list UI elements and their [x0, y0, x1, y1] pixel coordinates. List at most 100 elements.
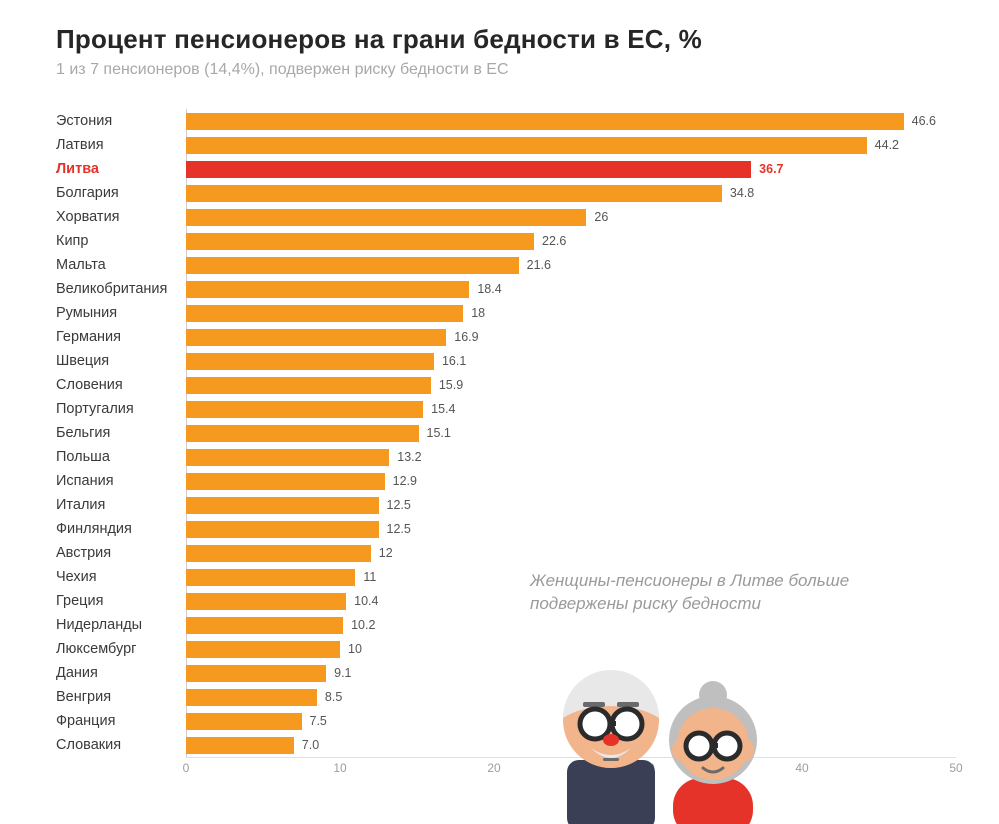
- bar: [186, 521, 379, 538]
- value-label: 22.6: [542, 234, 566, 248]
- bar: [186, 161, 751, 178]
- couple-icon: [545, 640, 765, 824]
- bar-row: Швеция16.1: [186, 349, 956, 373]
- country-label: Румыния: [56, 305, 178, 321]
- value-label: 15.9: [439, 378, 463, 392]
- country-label: Словения: [56, 377, 178, 393]
- bar: [186, 185, 722, 202]
- value-label: 26: [594, 210, 608, 224]
- bar: [186, 497, 379, 514]
- chart: Эстония46.6Латвия44.2Литва36.7Болгария34…: [56, 109, 975, 783]
- value-label: 9.1: [334, 666, 351, 680]
- country-label: Чехия: [56, 569, 178, 585]
- bar-row: Латвия44.2: [186, 133, 956, 157]
- bar: [186, 137, 867, 154]
- country-label: Германия: [56, 329, 178, 345]
- country-label: Мальта: [56, 257, 178, 273]
- value-label: 36.7: [759, 162, 783, 176]
- country-label: Венгрия: [56, 689, 178, 705]
- bar: [186, 209, 586, 226]
- bar-row: Великобритания18.4: [186, 277, 956, 301]
- x-tick: 40: [795, 761, 808, 775]
- value-label: 10: [348, 642, 362, 656]
- value-label: 46.6: [912, 114, 936, 128]
- bar-row: Португалия15.4: [186, 397, 956, 421]
- chart-title: Процент пенсионеров на грани бедности в …: [56, 24, 975, 55]
- elderly-couple-illustration: [545, 640, 765, 824]
- value-label: 8.5: [325, 690, 342, 704]
- bar: [186, 449, 389, 466]
- value-label: 12.9: [393, 474, 417, 488]
- callout-text: Женщины-пенсионеры в Литве больше подвер…: [530, 570, 910, 616]
- bar: [186, 281, 469, 298]
- bar-row: Литва36.7: [186, 157, 956, 181]
- bar-row: Италия12.5: [186, 493, 956, 517]
- value-label: 11: [363, 570, 376, 584]
- country-label: Люксембург: [56, 641, 178, 657]
- bar: [186, 593, 346, 610]
- value-label: 10.4: [354, 594, 378, 608]
- bar-row: Финляндия12.5: [186, 517, 956, 541]
- value-label: 10.2: [351, 618, 375, 632]
- bar: [186, 113, 904, 130]
- bar: [186, 569, 355, 586]
- bar: [186, 665, 326, 682]
- bar-row: Мальта21.6: [186, 253, 956, 277]
- bar-row: Словения15.9: [186, 373, 956, 397]
- country-label: Эстония: [56, 113, 178, 129]
- bar: [186, 473, 385, 490]
- country-label: Италия: [56, 497, 178, 513]
- callout-line-1: Женщины-пенсионеры в Литве больше: [530, 571, 849, 590]
- country-label: Нидерланды: [56, 617, 178, 633]
- x-tick: 10: [333, 761, 346, 775]
- bar: [186, 305, 463, 322]
- bar: [186, 377, 431, 394]
- bar: [186, 689, 317, 706]
- country-label: Великобритания: [56, 281, 178, 297]
- bar: [186, 545, 371, 562]
- country-label: Швеция: [56, 353, 178, 369]
- bar-row: Бельгия15.1: [186, 421, 956, 445]
- bar: [186, 353, 434, 370]
- woman-icon: [669, 681, 757, 824]
- value-label: 16.1: [442, 354, 466, 368]
- bar-row: Болгария34.8: [186, 181, 956, 205]
- country-label: Литва: [56, 161, 178, 177]
- value-label: 44.2: [875, 138, 899, 152]
- value-label: 21.6: [527, 258, 551, 272]
- x-tick: 50: [949, 761, 962, 775]
- bar-row: Австрия12: [186, 541, 956, 565]
- bar: [186, 737, 294, 754]
- bar: [186, 713, 302, 730]
- country-label: Дания: [56, 665, 178, 681]
- country-label: Финляндия: [56, 521, 178, 537]
- value-label: 15.1: [427, 426, 451, 440]
- country-label: Бельгия: [56, 425, 178, 441]
- bar-row: Нидерланды10.2: [186, 613, 956, 637]
- man-icon: [563, 670, 659, 824]
- bar-row: Кипр22.6: [186, 229, 956, 253]
- value-label: 18: [471, 306, 485, 320]
- country-label: Хорватия: [56, 209, 178, 225]
- value-label: 15.4: [431, 402, 455, 416]
- bar-row: Хорватия26: [186, 205, 956, 229]
- x-tick: 0: [183, 761, 190, 775]
- country-label: Австрия: [56, 545, 178, 561]
- bar: [186, 329, 446, 346]
- value-label: 7.5: [310, 714, 327, 728]
- country-label: Латвия: [56, 137, 178, 153]
- bar-row: Испания12.9: [186, 469, 956, 493]
- country-label: Греция: [56, 593, 178, 609]
- callout-line-2: подвержены риску бедности: [530, 594, 761, 613]
- bar-row: Германия16.9: [186, 325, 956, 349]
- bar: [186, 401, 423, 418]
- bar-row: Румыния18: [186, 301, 956, 325]
- country-label: Болгария: [56, 185, 178, 201]
- value-label: 18.4: [477, 282, 501, 296]
- bar-row: Польша13.2: [186, 445, 956, 469]
- bar: [186, 233, 534, 250]
- x-tick: 20: [487, 761, 500, 775]
- country-label: Словакия: [56, 737, 178, 753]
- value-label: 12.5: [387, 498, 411, 512]
- chart-subtitle: 1 из 7 пенсионеров (14,4%), подвержен ри…: [56, 61, 975, 79]
